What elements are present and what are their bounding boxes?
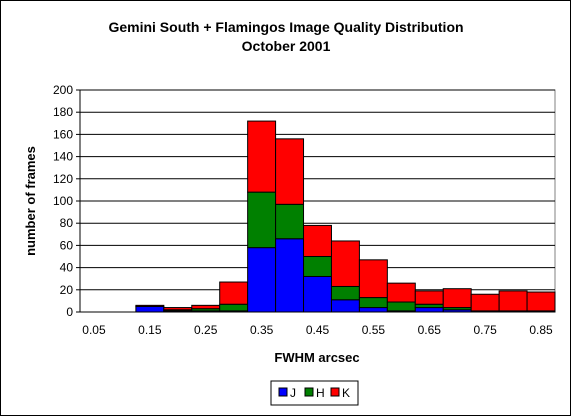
y-tick-label: 100 (53, 194, 73, 208)
bar-segment-j (275, 238, 305, 313)
y-tick-label: 120 (53, 172, 73, 186)
y-tick-label: 80 (60, 216, 74, 230)
y-axis-ticks: 0 20 40 60 80 100 120 140 160 180 200 (53, 83, 80, 319)
legend-swatch-k (330, 387, 340, 397)
bar-segment-k (414, 290, 444, 305)
x-axis-title: FWHM arcsec (274, 350, 359, 365)
bar-segment-k (470, 293, 500, 312)
y-tick-label: 200 (53, 83, 73, 97)
legend-swatch-j (278, 387, 288, 397)
bar-segment-k (247, 120, 277, 193)
x-tick-label: 0.85 (529, 323, 553, 337)
y-tick-label: 60 (60, 238, 74, 252)
y-tick-label: 140 (53, 150, 73, 164)
legend-swatch-h (304, 387, 314, 397)
x-tick-label: 0.25 (194, 323, 218, 337)
legend-label-j: J (290, 386, 296, 400)
y-tick-label: 40 (60, 261, 74, 275)
y-tick-label: 0 (66, 305, 73, 319)
y-tick-label: 180 (53, 105, 73, 119)
grid-lines (80, 89, 555, 291)
bar-segment-h (330, 285, 360, 301)
bar-segment-h (303, 256, 332, 277)
bar-segment-j (358, 307, 388, 313)
bar-segment-h (275, 203, 305, 240)
bar-segment-k (442, 288, 472, 309)
legend-label-h: H (316, 386, 325, 400)
y-axis-title: number of frames (23, 146, 38, 256)
x-tick-label: 0.65 (418, 323, 442, 337)
x-tick-label: 0.45 (306, 323, 330, 337)
bar-segment-k (526, 291, 556, 312)
bars (135, 120, 556, 313)
bar-segment-j (135, 305, 165, 313)
bar-segment-j (303, 275, 332, 313)
y-tick-label: 160 (53, 127, 73, 141)
bar-segment-k (191, 304, 221, 310)
bar-segment-h (386, 301, 416, 312)
x-tick-label: 0.15 (138, 323, 162, 337)
bar-segment-j (330, 299, 360, 313)
bar-segment-h (358, 297, 388, 309)
bar-segment-k (135, 304, 165, 307)
x-tick-label: 0.05 (82, 323, 106, 337)
bar-segment-h (219, 303, 249, 312)
chart-subtitle: October 2001 (242, 38, 331, 54)
bar-segment-k (219, 281, 249, 305)
x-axis-ticks: 0.05 0.15 0.25 0.35 0.45 0.55 0.65 0.75 0.85 (82, 323, 553, 337)
x-tick-label: 0.55 (362, 323, 386, 337)
chart-title: Gemini South + Flamingos Image Quality D… (108, 19, 463, 35)
bar-segment-k (303, 224, 332, 257)
x-tick-label: 0.75 (473, 323, 497, 337)
bar-segment-h (247, 191, 277, 249)
bar-segment-k (330, 240, 360, 287)
bar-segment-k (358, 259, 388, 299)
y-tick-label: 20 (60, 283, 74, 297)
x-tick-label: 0.35 (250, 323, 274, 337)
bar-segment-j (414, 307, 444, 313)
legend-label-k: K (342, 386, 350, 400)
bar-segment-k (386, 282, 416, 303)
bar-segment-j (247, 247, 277, 313)
bar-segment-k (498, 290, 528, 312)
bar-segment-k (275, 138, 305, 205)
bar-segment-k (163, 307, 193, 311)
